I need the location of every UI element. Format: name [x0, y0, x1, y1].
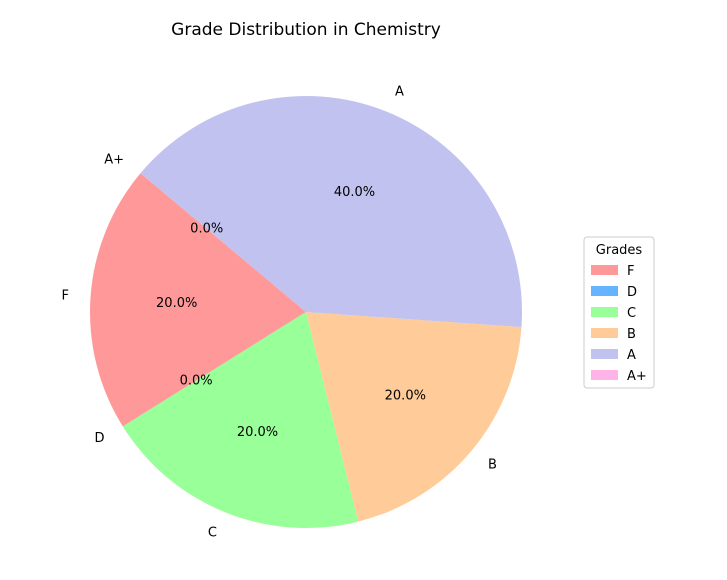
slice-value-d: 0.0%: [180, 374, 213, 389]
pie-slices: [89, 96, 522, 528]
category-labels: F D C B A A+: [62, 85, 497, 541]
slice-value-c: 20.0%: [237, 425, 278, 440]
pie-slice-f: [89, 173, 306, 427]
legend-swatch-c: [591, 307, 618, 317]
legend-label-a: A: [627, 348, 636, 363]
slice-value-a-plus: 0.0%: [190, 222, 223, 237]
slice-label-f: F: [62, 288, 69, 303]
legend-label-a-plus: A+: [627, 369, 647, 384]
percentage-labels: 20.0% 0.0% 20.0% 20.0% 40.0% 0.0%: [156, 185, 426, 440]
slice-value-b: 20.0%: [385, 388, 426, 403]
legend-label-c: C: [627, 306, 636, 321]
slice-label-b: B: [488, 458, 497, 473]
legend-label-b: B: [627, 327, 636, 342]
pie-slice-b: [306, 312, 522, 522]
slice-value-f: 20.0%: [156, 296, 197, 311]
legend-label-f: F: [627, 264, 634, 279]
slice-value-a: 40.0%: [334, 185, 375, 200]
legend-label-d: D: [627, 285, 637, 300]
legend-swatch-a: [591, 349, 618, 359]
legend-swatch-a-plus: [591, 370, 618, 380]
slice-label-a-plus: A+: [104, 152, 124, 167]
legend-title: Grades: [596, 243, 643, 258]
pie-slice-c: [122, 312, 359, 528]
slice-label-c: C: [208, 525, 217, 540]
pie-slice-a: [140, 96, 522, 328]
slice-label-d: D: [94, 431, 104, 446]
legend-swatch-f: [591, 265, 618, 275]
chart-title: Grade Distribution in Chemistry: [171, 20, 441, 40]
legend-swatch-d: [591, 286, 618, 296]
legend-swatch-b: [591, 328, 618, 338]
slice-label-a: A: [395, 85, 404, 100]
